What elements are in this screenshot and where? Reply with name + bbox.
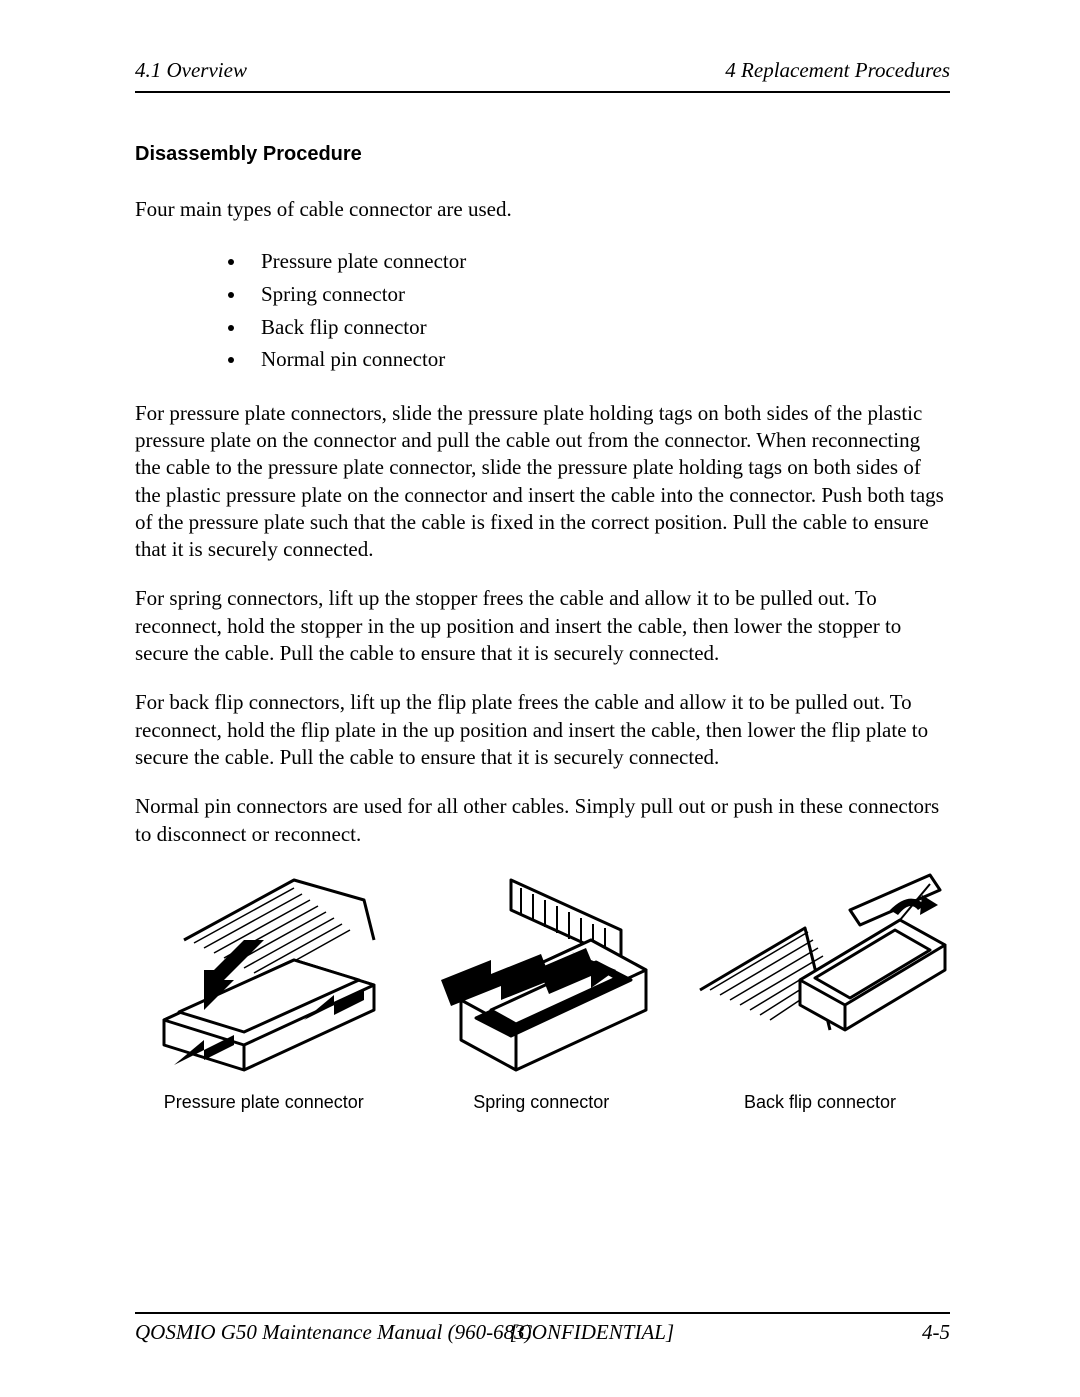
footer-row: QOSMIO G50 Maintenance Manual (960-683) …: [135, 1320, 950, 1345]
header-left: 4.1 Overview: [135, 58, 247, 83]
header-right: 4 Replacement Procedures: [725, 58, 950, 83]
figure-caption: Spring connector: [413, 1092, 671, 1113]
page: 4.1 Overview 4 Replacement Procedures Di…: [0, 0, 1080, 1397]
figure-back-flip: Back flip connector: [690, 870, 950, 1113]
footer-right: 4-5: [922, 1320, 950, 1345]
header-rule: [135, 91, 950, 93]
spring-connector-icon: [421, 870, 661, 1080]
figure-caption: Pressure plate connector: [135, 1092, 393, 1113]
footer-left: QOSMIO G50 Maintenance Manual (960-683): [135, 1320, 532, 1345]
section-heading: Disassembly Procedure: [135, 143, 950, 166]
body-paragraph: Normal pin connectors are used for all o…: [135, 793, 950, 848]
figure-row: Pressure plate connector: [135, 870, 950, 1113]
intro-paragraph: Four main types of cable connector are u…: [135, 196, 950, 223]
figure-spring: Spring connector: [413, 870, 671, 1113]
figure-pressure-plate: Pressure plate connector: [135, 870, 393, 1113]
list-item: Back flip connector: [247, 311, 950, 344]
list-item: Normal pin connector: [247, 343, 950, 376]
connector-list: Pressure plate connector Spring connecto…: [135, 245, 950, 375]
body-paragraph: For back flip connectors, lift up the fl…: [135, 689, 950, 771]
pressure-plate-connector-icon: [144, 870, 384, 1080]
figure-caption: Back flip connector: [690, 1092, 950, 1113]
footer-center: [CONFIDENTIAL]: [510, 1320, 675, 1345]
body-paragraph: For pressure plate connectors, slide the…: [135, 400, 950, 564]
list-item: Pressure plate connector: [247, 245, 950, 278]
back-flip-connector-icon: [690, 870, 950, 1080]
footer-rule: [135, 1312, 950, 1314]
page-header: 4.1 Overview 4 Replacement Procedures: [135, 58, 950, 89]
body-paragraph: For spring connectors, lift up the stopp…: [135, 585, 950, 667]
page-footer: QOSMIO G50 Maintenance Manual (960-683) …: [135, 1312, 950, 1345]
list-item: Spring connector: [247, 278, 950, 311]
